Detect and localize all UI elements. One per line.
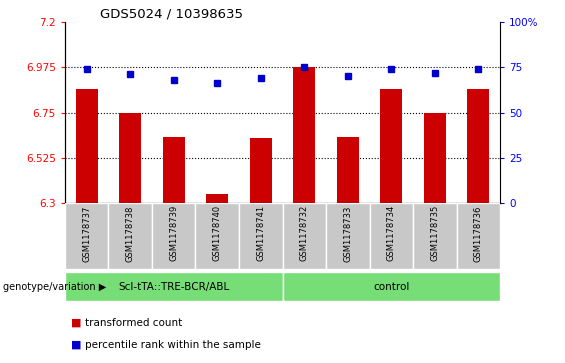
Bar [195, 203, 239, 269]
Bar [65, 272, 282, 301]
Text: GSM1178741: GSM1178741 [257, 205, 265, 261]
Text: GSM1178739: GSM1178739 [170, 205, 178, 261]
Text: percentile rank within the sample: percentile rank within the sample [85, 340, 260, 350]
Bar [282, 203, 326, 269]
Text: ScI-tTA::TRE-BCR/ABL: ScI-tTA::TRE-BCR/ABL [118, 282, 229, 292]
Text: control: control [373, 282, 410, 292]
Text: GDS5024 / 10398635: GDS5024 / 10398635 [100, 8, 243, 21]
Bar [206, 194, 228, 203]
Bar [239, 203, 282, 269]
Bar [424, 113, 446, 203]
Text: GSM1178740: GSM1178740 [213, 205, 221, 261]
Text: transformed count: transformed count [85, 318, 182, 328]
Bar [250, 138, 272, 203]
Text: GSM1178735: GSM1178735 [431, 205, 439, 261]
Bar [293, 67, 315, 203]
Bar [108, 203, 152, 269]
Bar [467, 89, 489, 203]
Text: GSM1178734: GSM1178734 [387, 205, 396, 261]
Text: GSM1178738: GSM1178738 [126, 205, 134, 262]
Bar [370, 203, 413, 269]
Bar [152, 203, 195, 269]
Bar [65, 203, 108, 269]
Bar [337, 137, 359, 203]
Bar [413, 203, 457, 269]
Bar [380, 89, 402, 203]
Text: ■: ■ [71, 340, 81, 350]
Bar [163, 137, 185, 203]
Text: GSM1178732: GSM1178732 [300, 205, 308, 261]
Text: GSM1178737: GSM1178737 [82, 205, 91, 262]
Bar [119, 113, 141, 203]
Text: GSM1178733: GSM1178733 [344, 205, 352, 262]
Bar [76, 89, 98, 203]
Text: GSM1178736: GSM1178736 [474, 205, 483, 262]
Text: ■: ■ [71, 318, 81, 328]
Bar [457, 203, 500, 269]
Bar [282, 272, 500, 301]
Text: genotype/variation ▶: genotype/variation ▶ [3, 282, 106, 292]
Bar [326, 203, 370, 269]
